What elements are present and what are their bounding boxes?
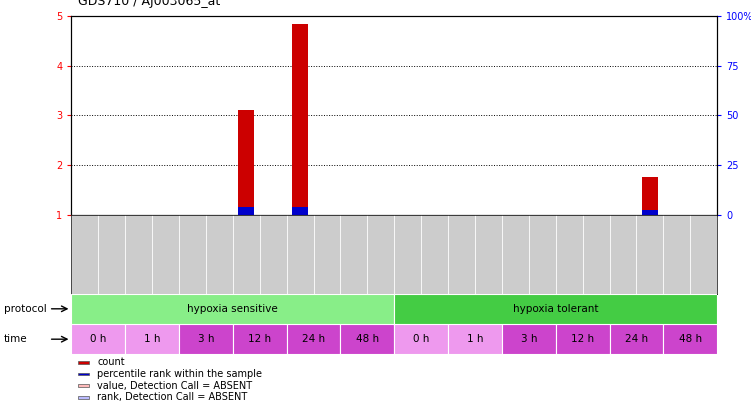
Text: value, Detection Call = ABSENT: value, Detection Call = ABSENT [97, 381, 252, 390]
Text: GDS710 / AJ003065_at: GDS710 / AJ003065_at [78, 0, 220, 8]
Text: percentile rank within the sample: percentile rank within the sample [97, 369, 262, 379]
Bar [642, 177, 658, 215]
Bar [502, 324, 556, 354]
Bar [78, 361, 89, 364]
Bar [448, 324, 502, 354]
Bar [78, 396, 89, 399]
Bar [78, 373, 89, 375]
Bar [663, 324, 717, 354]
Text: protocol: protocol [4, 304, 47, 314]
Text: 48 h: 48 h [356, 334, 379, 344]
Bar [394, 294, 717, 324]
Text: 1 h: 1 h [467, 334, 483, 344]
Bar [71, 294, 394, 324]
Bar [125, 324, 179, 354]
Text: 48 h: 48 h [679, 334, 702, 344]
Bar [78, 384, 89, 387]
Text: hypoxia sensitive: hypoxia sensitive [188, 304, 278, 314]
Text: 3 h: 3 h [198, 334, 214, 344]
Text: 0 h: 0 h [90, 334, 107, 344]
Text: hypoxia tolerant: hypoxia tolerant [513, 304, 599, 314]
Text: 3 h: 3 h [520, 334, 537, 344]
Bar [233, 324, 287, 354]
Bar [610, 324, 663, 354]
Bar [556, 324, 610, 354]
Bar [287, 324, 340, 354]
Text: 1 h: 1 h [144, 334, 160, 344]
Bar [642, 210, 658, 215]
Bar [394, 324, 448, 354]
Text: 0 h: 0 h [413, 334, 430, 344]
Bar [179, 324, 233, 354]
Bar [238, 207, 255, 215]
Bar [292, 207, 308, 215]
Text: 24 h: 24 h [625, 334, 648, 344]
Text: count: count [97, 357, 125, 367]
Bar [292, 23, 308, 215]
Bar [340, 324, 394, 354]
Text: time: time [4, 334, 27, 344]
Bar [71, 324, 125, 354]
Text: 12 h: 12 h [248, 334, 271, 344]
Bar [238, 111, 255, 215]
Text: 24 h: 24 h [302, 334, 325, 344]
Text: 12 h: 12 h [571, 334, 594, 344]
Text: rank, Detection Call = ABSENT: rank, Detection Call = ABSENT [97, 392, 247, 402]
